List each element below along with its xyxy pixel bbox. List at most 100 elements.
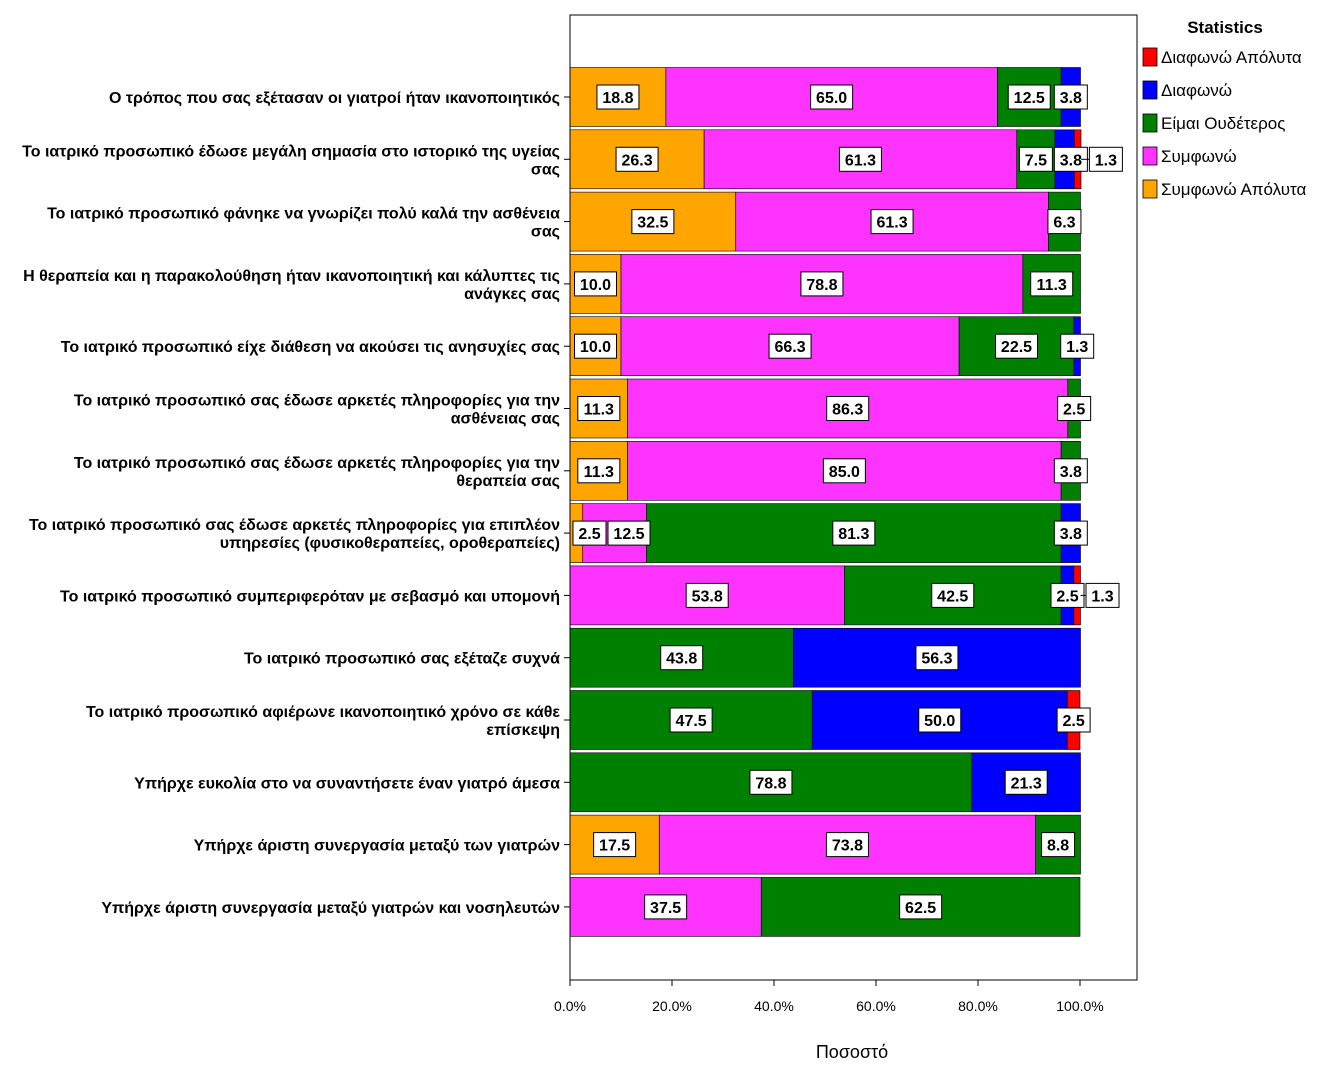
data-label: 78.8 [806, 277, 837, 294]
data-label: 12.5 [613, 526, 644, 543]
legend-entry: Συμφωνώ Απόλυτα [1161, 180, 1307, 199]
category-label: επίσκεψη [486, 722, 560, 739]
data-label: 10.0 [580, 277, 611, 294]
data-label-box [1057, 396, 1092, 421]
data-label-box [1053, 520, 1088, 546]
legend-entry: Διαφωνώ [1161, 81, 1232, 100]
category-label: Η θεραπεία και η παρακολούθηση ήταν ικαν… [23, 268, 560, 285]
category-label: Το ιατρικό προσωπικό είχε διάθεση να ακο… [61, 339, 560, 356]
data-label: 26.3 [621, 152, 652, 169]
data-label-box [800, 271, 844, 297]
data-label-box [838, 146, 882, 172]
data-label: 56.3 [921, 651, 952, 668]
data-label: 78.8 [755, 775, 786, 792]
category-label: Υπήρχε άριστη συνεργασία μεταξύ των γιατ… [194, 838, 560, 855]
data-label-box [1004, 769, 1048, 795]
category-label: Το ιατρικό προσωπικό συμπεριφερόταν με σ… [60, 588, 560, 605]
data-label: 1.3 [1091, 588, 1113, 605]
data-label: 17.5 [599, 838, 630, 855]
x-tick-label: 40.0% [754, 998, 794, 1014]
data-label: 18.8 [602, 90, 633, 107]
category-label: Το ιατρικό προσωπικό αφιέρωνε ικανοποιητ… [86, 704, 560, 721]
data-label-box [660, 645, 704, 671]
data-label-box [644, 894, 688, 920]
x-tick-label: 100.0% [1056, 998, 1103, 1014]
data-labels-layer: 18.8 65.0 12.5 3.8 26.3 61.3 7.5 3.8 1.3 32.5 61.3… [572, 84, 1123, 920]
legend-swatch [1142, 47, 1158, 67]
data-label-box [870, 209, 914, 235]
data-label-box [1018, 146, 1053, 172]
data-label: 86.3 [832, 402, 863, 419]
category-label: σας [531, 224, 560, 241]
x-tick-label: 0.0% [554, 998, 586, 1014]
data-label: 8.8 [1047, 838, 1069, 855]
data-label: 53.8 [692, 588, 723, 605]
x-tick-label: 80.0% [958, 998, 998, 1014]
data-label-box [577, 396, 621, 421]
data-label-box [1088, 146, 1123, 172]
category-label: Το ιατρικό προσωπικό σας έδωσε αρκετές π… [29, 517, 560, 534]
data-label-box [615, 146, 659, 172]
data-label-box [768, 333, 812, 359]
axes-layer: Ο τρόπος που σας εξέτασαν οι γιατροί ήτα… [22, 14, 1138, 1062]
plot-frame [569, 14, 1138, 981]
x-tick-label: 20.0% [652, 998, 692, 1014]
data-label: 2.5 [1056, 588, 1078, 605]
data-label: 73.8 [832, 838, 863, 855]
data-label: 11.3 [584, 464, 614, 481]
data-label: 11.3 [584, 402, 614, 419]
data-label-box [1060, 333, 1095, 359]
category-label: θεραπεία σας [456, 473, 560, 490]
category-label: ανάγκες σας [464, 286, 560, 303]
data-label-box [574, 333, 617, 359]
category-label: Το ιατρικό προσωπικό σας έδωσε αρκετές π… [74, 393, 560, 410]
data-label-box [915, 645, 959, 671]
data-label-box [1007, 84, 1051, 110]
legend-swatch [1142, 146, 1158, 166]
data-label-box [899, 894, 943, 920]
data-label: 43.8 [666, 651, 697, 668]
legend-swatch [1142, 179, 1158, 199]
data-label: 6.3 [1053, 215, 1075, 232]
x-axis-label: Ποσοστό [816, 1042, 888, 1062]
data-label-box [685, 582, 729, 608]
data-label: 37.5 [650, 900, 681, 917]
data-label: 32.5 [637, 215, 668, 232]
data-label-box [825, 832, 869, 858]
data-label: 2.5 [1063, 402, 1085, 419]
legend-title: Statistics [1187, 18, 1263, 37]
data-label: 2.5 [1063, 713, 1085, 730]
data-label: 3.8 [1060, 464, 1082, 481]
data-label-box [1053, 84, 1088, 110]
legend-entry: Διαφωνώ Απόλυτα [1161, 48, 1302, 67]
data-label: 42.5 [937, 588, 968, 605]
data-label: 3.8 [1060, 90, 1082, 107]
category-label: υπηρεσίες (φυσικοθεραπείες, οροθεραπείες… [220, 535, 560, 552]
data-label-box [593, 832, 637, 858]
category-label: Το ιατρικό προσωπικό σας έδωσε αρκετές π… [74, 455, 560, 472]
data-label: 12.5 [1014, 90, 1045, 107]
data-label: 10.0 [580, 339, 611, 356]
data-label-box [572, 520, 607, 546]
data-label-box [596, 84, 640, 110]
data-label-box [931, 582, 975, 608]
data-label-box [631, 209, 675, 235]
data-label: 65.0 [816, 90, 847, 107]
category-label: ασθένειας σας [451, 411, 560, 428]
bars-layer [569, 67, 1082, 937]
data-label: 21.3 [1011, 775, 1042, 792]
legend-swatch [1142, 113, 1158, 133]
data-label-box [574, 271, 617, 297]
data-label: 66.3 [774, 339, 805, 356]
data-label: 3.8 [1060, 526, 1082, 543]
data-label: 81.3 [838, 526, 869, 543]
data-label: 2.5 [578, 526, 600, 543]
data-label: 1.3 [1066, 339, 1088, 356]
legend: Statistics Διαφωνώ Απόλυτα Διαφωνώ Είμαι Ου… [1142, 18, 1307, 199]
category-label: σας [531, 161, 560, 178]
data-label: 7.5 [1025, 152, 1047, 169]
legend-entry: Συμφωνώ [1161, 147, 1237, 166]
category-label: Ο τρόπος που σας εξέτασαν οι γιατροί ήτα… [109, 90, 560, 107]
data-label: 3.8 [1060, 152, 1082, 169]
